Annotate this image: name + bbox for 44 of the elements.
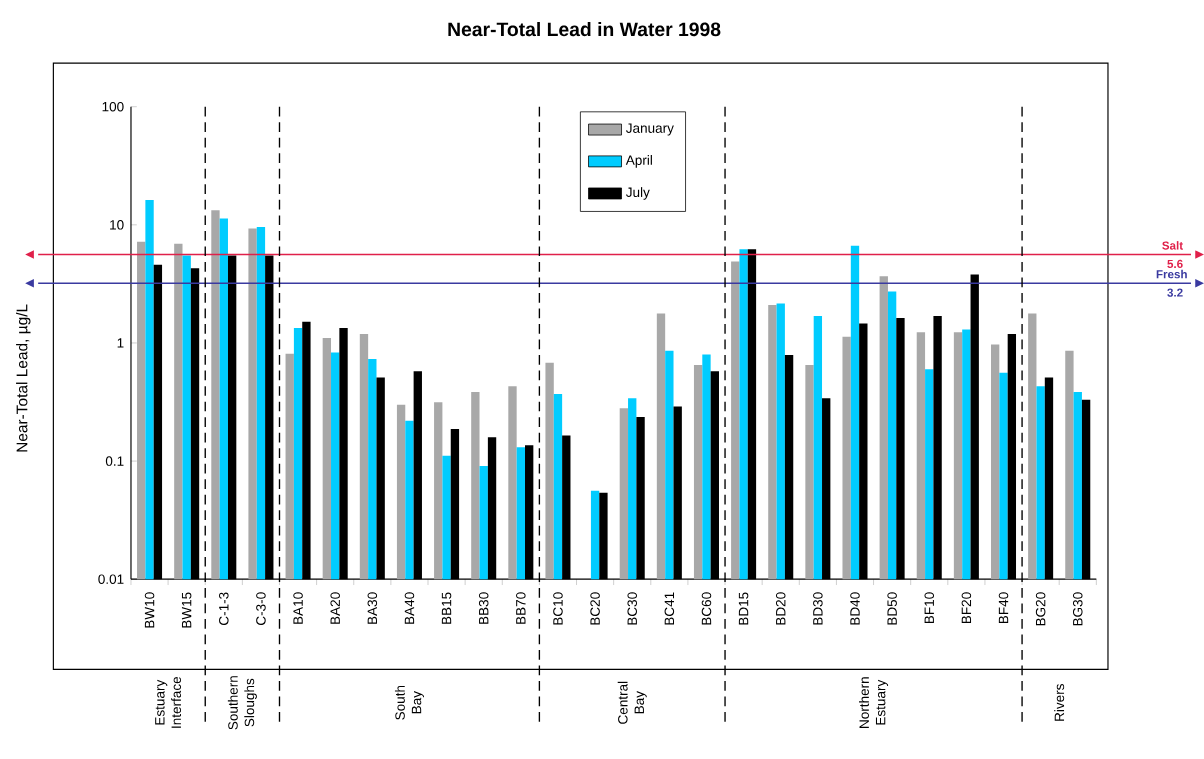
text: Estuary Interface (155, 677, 182, 728)
x-tick-label: BA10 (293, 592, 303, 624)
x-tick-label: BD50 (887, 592, 897, 625)
x-tick-label: BA40 (404, 592, 415, 624)
x-tick-label: BF20 (961, 592, 972, 624)
x-tick-label: C-3-0 (256, 592, 266, 626)
x-tick-label: BB70 (516, 592, 526, 624)
text: Rivers (1054, 684, 1065, 721)
x-tick-label: BD40 (850, 592, 860, 625)
text: Central Bay (617, 681, 647, 724)
y-tick-label: 0.01 (98, 574, 124, 585)
x-tick-label: BC10 (553, 592, 563, 625)
x-tick-label: BD15 (738, 592, 749, 625)
x-tick-label: BB15 (441, 592, 452, 624)
y-tick-label: 0.1 (105, 456, 124, 467)
x-tick-label: BC60 (701, 592, 712, 625)
x-tick-label: BW15 (181, 592, 192, 628)
y-axis-title: Near-Total Lead, µg/L (16, 304, 31, 452)
x-tick-label: BG30 (1072, 592, 1083, 626)
y-tick-label: 100 (102, 102, 124, 112)
legend-label: April (625, 155, 652, 168)
text: Southern Sloughs (227, 676, 257, 730)
y-tick-label: 10 (110, 220, 124, 230)
x-tick-label: BF10 (924, 592, 935, 624)
x-tick-label: BC41 (664, 592, 675, 625)
x-tick-label: BD30 (813, 592, 823, 625)
ref-line-label: Salt 5.6 (1162, 241, 1183, 269)
text: Northern Estuary (859, 677, 889, 729)
chart-title: Near-Total Lead in Water 1998 (448, 22, 721, 37)
x-tick-label: BF40 (998, 592, 1009, 624)
x-tick-label: BG20 (1035, 592, 1046, 626)
x-tick-label: BW10 (144, 592, 155, 628)
x-tick-label: C-1-3 (219, 592, 229, 626)
text: South Bay (394, 686, 424, 720)
ref-line-label: Fresh 3.2 (1156, 269, 1187, 297)
x-tick-label: BC30 (627, 592, 637, 625)
x-tick-label: BB30 (478, 592, 489, 624)
legend-label: July (625, 187, 650, 200)
legend-label: January (625, 123, 674, 136)
x-tick-label: BC20 (590, 592, 600, 625)
x-tick-label: BA30 (367, 592, 378, 624)
x-tick-label: BA20 (330, 592, 340, 624)
y-tick-label: 1 (117, 338, 124, 348)
x-tick-label: BD20 (775, 592, 786, 625)
